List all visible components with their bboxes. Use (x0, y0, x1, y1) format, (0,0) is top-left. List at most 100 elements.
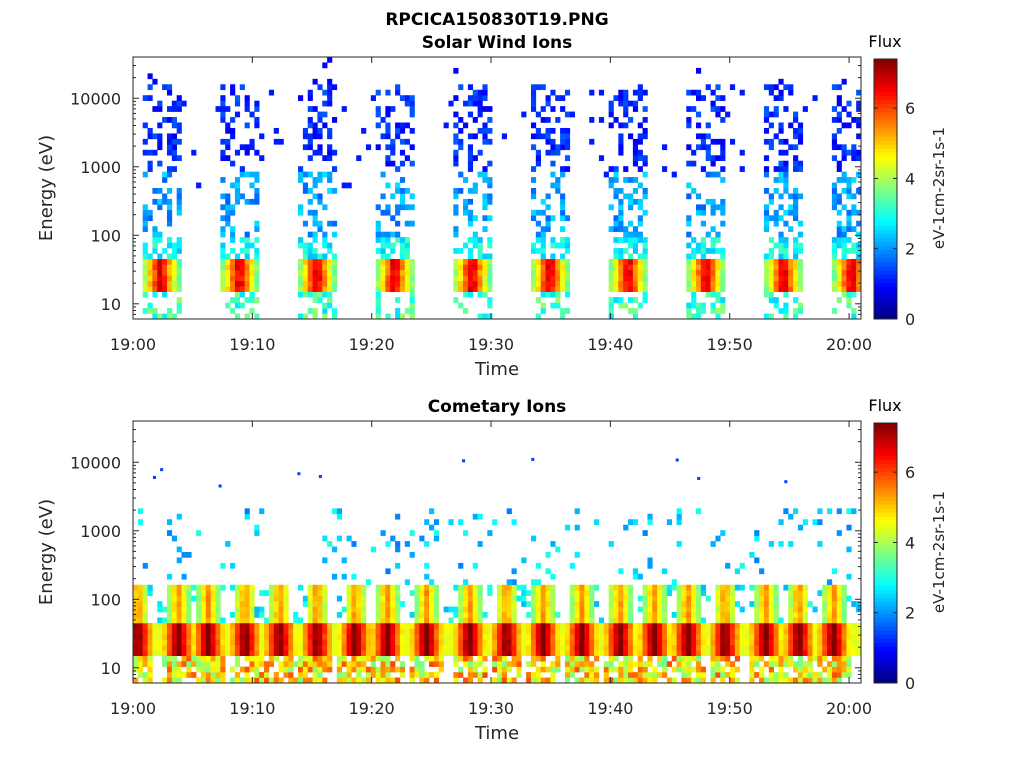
heatmap-cell (797, 622, 804, 629)
heatmap-cell (157, 275, 163, 282)
heatmap-cell (176, 650, 182, 657)
heatmap-cell (477, 612, 483, 618)
heatmap-cell (404, 280, 410, 287)
heatmap-cell (729, 666, 736, 673)
heatmap-cell (822, 639, 828, 646)
heatmap-cell (317, 606, 323, 613)
heatmap-cell (312, 264, 318, 271)
heatmap-cell (472, 617, 478, 624)
heatmap-cell (555, 242, 561, 249)
heatmap-cell (385, 144, 391, 151)
heatmap-cell (443, 639, 449, 646)
heatmap-cell (773, 617, 779, 624)
heatmap-cell (628, 269, 634, 276)
heatmap-cell (720, 258, 726, 265)
heatmap-cell (749, 601, 755, 607)
heatmap-cell (482, 655, 488, 662)
heatmap-cell (841, 644, 847, 651)
heatmap-cell (472, 672, 478, 678)
heatmap-cell (788, 595, 794, 602)
heatmap-cell (249, 308, 255, 314)
heatmap-cell (239, 237, 245, 243)
heatmap-cell (244, 606, 250, 613)
heatmap-cell (734, 568, 740, 575)
heatmap-cell (681, 655, 687, 662)
heatmap-cell (530, 133, 537, 140)
heatmap-cell (710, 280, 716, 287)
heatmap-cell (409, 677, 415, 684)
heatmap-cell (511, 639, 517, 646)
heatmap-cell (841, 226, 847, 232)
heatmap-cell (327, 541, 333, 547)
heatmap-cell (822, 628, 828, 635)
heatmap-cell (516, 633, 522, 640)
heatmap-cell (584, 622, 590, 629)
heatmap-cell (773, 215, 779, 222)
heatmap-cell (715, 628, 721, 635)
heatmap-cell (686, 122, 692, 129)
heatmap-cell (225, 622, 231, 629)
heatmap-cell (793, 264, 799, 271)
heatmap-cell (385, 127, 391, 134)
heatmap-cell (851, 313, 857, 320)
heatmap-cell (458, 606, 464, 613)
heatmap-cell (555, 297, 561, 303)
heatmap-cell (671, 644, 677, 651)
heatmap-cell (147, 672, 153, 678)
heatmap-cell (171, 166, 177, 172)
heatmap-cell (734, 633, 740, 640)
heatmap-cell (540, 666, 546, 673)
heatmap-cell (482, 95, 488, 101)
heatmap-cell (322, 264, 328, 271)
heatmap-cell (375, 275, 381, 282)
heatmap-cell (831, 601, 838, 607)
heatmap-cell (720, 644, 726, 651)
heatmap-cell (215, 590, 221, 596)
heatmap-cell (385, 617, 391, 624)
heatmap-cell (351, 612, 357, 618)
heatmap-cell (511, 650, 517, 657)
colorbar-swatch (874, 581, 897, 586)
heatmap-cell (399, 628, 406, 635)
heatmap-cell (720, 138, 726, 145)
heatmap-cell (157, 133, 163, 140)
heatmap-cell (312, 127, 318, 134)
heatmap-cell (637, 231, 643, 238)
heatmap-cell (856, 650, 862, 657)
heatmap-cell (628, 258, 634, 265)
heatmap-cell (686, 106, 692, 112)
heatmap-cell (230, 248, 236, 254)
colorbar-swatch (874, 168, 897, 174)
heatmap-cell (759, 568, 765, 575)
heatmap-cell (404, 650, 410, 657)
heatmap-cell (846, 177, 852, 183)
heatmap-cell (521, 111, 527, 118)
heatmap-cell (307, 677, 313, 684)
heatmap-cell (516, 639, 522, 646)
heatmap-cell (797, 650, 804, 657)
heatmap-cell (671, 639, 677, 646)
heatmap-cell (564, 258, 571, 265)
heatmap-cell (812, 628, 818, 635)
heatmap-cell (739, 149, 745, 156)
heatmap-cell (773, 584, 779, 591)
heatmap-cell (312, 666, 318, 673)
heatmap-cell (807, 633, 813, 640)
heatmap-cell (244, 617, 250, 624)
heatmap-cell (268, 655, 275, 662)
heatmap-cell (734, 644, 740, 651)
heatmap-cell (424, 650, 430, 657)
heatmap-cell (317, 590, 323, 596)
heatmap-cell (511, 584, 517, 591)
heatmap-cell (574, 524, 580, 531)
heatmap-cell (361, 666, 367, 673)
heatmap-cell (312, 661, 318, 667)
heatmap-cell (744, 628, 750, 635)
heatmap-cell (200, 595, 207, 602)
heatmap-cell (535, 280, 541, 287)
heatmap-cell (375, 204, 381, 211)
heatmap-cell (414, 584, 420, 591)
heatmap-cell (841, 149, 847, 156)
heatmap-cell (710, 160, 716, 167)
heatmap-cell (331, 628, 338, 635)
